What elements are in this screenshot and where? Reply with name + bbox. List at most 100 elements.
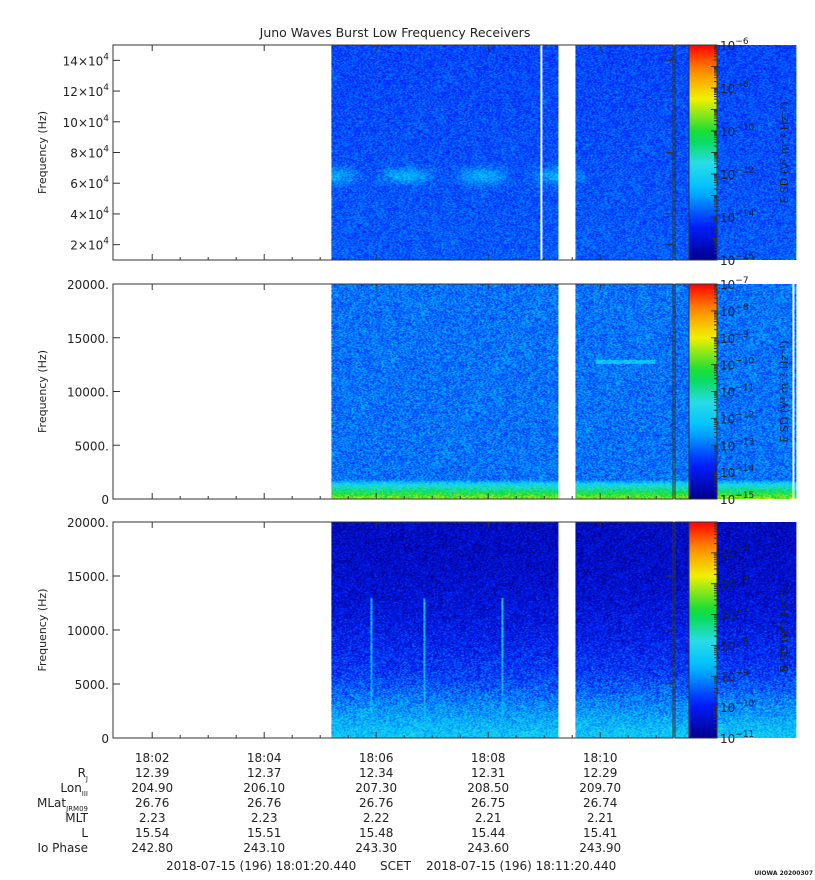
y-tick-label: 10×104 [63,114,110,130]
y-tick-label: 2×104 [70,237,109,253]
colorbar-tick-label: 10−11 [720,384,754,400]
colorbar-tick-label: 10−8 [720,303,749,319]
ephemeris-value: 243.10 [243,841,285,855]
colorbar-tick-label: 10−5 [720,545,749,561]
ephemeris-row-label: MLT [65,811,88,825]
ephemeris-value: 15.54 [135,826,169,840]
colorbar-tick-label: 10−9 [720,668,749,684]
colorbar-tick-label: 10−13 [720,437,754,453]
time-axis: 18:02 18:04 18:06 18:08 18:10 [135,751,618,765]
ephemeris-row-label: RJ [78,766,88,783]
y-tick-label: 0 [101,732,109,746]
y-tick-label: 15000. [67,570,109,584]
panels: 2×104 4×104 6×104 8×104 10×104 12×104 14×104 Fr… [36,37,797,746]
time-tick-label: 18:06 [359,751,394,765]
y-tick-label: 14×104 [63,52,110,68]
ephemeris-value: 2.23 [251,811,278,825]
y-tick-label: 20000. [67,516,109,530]
ephemeris-value: 15.51 [247,826,281,840]
y-tick-label: 15000. [67,332,109,346]
colorbar-tick-label: 10−10 [720,357,755,373]
colorbar-frame [674,521,690,739]
colorbar-tick-label: 10−15 [720,491,754,507]
y-axis-label: Frequency (Hz) [36,589,49,672]
time-tick-label: 18:04 [247,751,282,765]
ephemeris-value: 2.21 [475,811,502,825]
ephemeris-value: 207.30 [355,781,397,795]
colorbar-tick-label: 10−6 [720,576,749,592]
ephemeris-value: 209.70 [579,781,621,795]
ephemeris-value: 12.37 [247,766,281,780]
colorbar-tick-label: 10−7 [720,276,749,292]
colorbar-tick-label: 10−12 [720,410,754,426]
footer-end-time: 2018-07-15 (196) 18:11:20.440 [426,859,616,873]
y-tick-label: 10000. [67,624,109,638]
ephemeris-value: 12.39 [135,766,169,780]
footer-start-time: 2018-07-15 (196) 18:01:20.440 [166,859,356,873]
ephemeris-row-label: L [81,826,88,840]
colorbar-scale [688,521,718,739]
colorbar-tick-label: 10−9 [720,330,749,346]
colorbar-tick-label: 10−16 [720,252,755,268]
ephemeris-value: 12.29 [583,766,617,780]
colorbar-tick-label: 10−7 [720,607,749,623]
y-axis-label: Frequency (Hz) [36,350,49,433]
colorbar-label: E SD (V² m⁻² Hz⁻¹) [778,101,791,203]
y-tick-label: 0 [101,493,109,507]
colorbar-tick-label: 10−12 [720,166,754,182]
ephemeris-value: 26.76 [359,796,393,810]
ephemeris-row-label: LonIII [60,781,88,798]
ephemeris-value: 12.34 [359,766,393,780]
colorbar-tick-label: 10−10 [720,699,755,715]
footer-scet-label: SCET [380,859,412,873]
spectrogram-image [331,284,797,499]
ephemeris-value: 26.74 [583,796,617,810]
colorbar: 10−7 10−8 10−9 10−10 10−11 10−12 10−13 10−14 10−… [674,276,791,507]
figure-title: Juno Waves Burst Low Frequency Receivers [259,25,531,40]
panel-b-lfr: 0 5000. 10000. 15000. 20000. Frequency (Hz) 10… [36,516,797,746]
panel-e-lfr: 0 5000. 10000. 15000. 20000. Frequency (Hz) 10… [36,276,797,507]
ephemeris-value: 243.30 [355,841,397,855]
ephemeris-value: 15.41 [583,826,617,840]
y-tick-label: 20000. [67,278,109,292]
ephemeris-value: 242.80 [131,841,173,855]
y-tick-label: 6×104 [70,175,109,191]
colorbar-frame [674,44,690,261]
y-tick-label: 5000. [75,439,109,453]
spectrogram-image [331,45,797,260]
ephemeris-value: 204.90 [131,781,173,795]
ephemeris-value: 2.21 [587,811,614,825]
y-tick-label: 10000. [67,386,109,400]
spectrogram-image [331,522,797,738]
ephemeris-value: 26.76 [247,796,281,810]
time-tick-label: 18:10 [583,751,618,765]
ephemeris-value: 15.44 [471,826,505,840]
y-tick-label: 5000. [75,678,109,692]
colorbar-tick-label: 10−14 [720,209,755,225]
y-tick-label: 8×104 [70,145,109,161]
colorbar-tick-label: 10−6 [720,37,749,53]
time-tick-label: 18:02 [135,751,170,765]
colorbar-tick-label: 10−11 [720,730,754,746]
colorbar: 10−5 10−6 10−7 10−8 10−9 10−10 10−11 B SD (nT² … [674,521,791,746]
y-tick-label: 4×104 [70,206,109,222]
ephemeris-value: 2.23 [139,811,166,825]
ephemeris-value: 15.48 [359,826,393,840]
ephemeris-value: 208.50 [467,781,509,795]
y-axis-label: Frequency (Hz) [36,111,49,194]
colorbar: 10−6 10−8 10−10 10−12 10−14 10−16 E SD (V² m⁻²… [674,37,791,268]
colorbar-label: E SD (V² m⁻² Hz⁻¹) [778,340,791,442]
colorbar-tick-label: 10−14 [720,464,755,480]
colorbar-tick-label: 10−10 [720,123,755,139]
colorbar-tick-label: 10−8 [720,80,749,96]
panel-e-hfr: 2×104 4×104 6×104 8×104 10×104 12×104 14×104 Fr… [36,37,797,268]
ephemeris-row-label: MLatJRM09 [37,796,88,813]
ephemeris-row-label: Io Phase [37,841,88,855]
ephemeris-value: 12.31 [471,766,505,780]
colorbar-frame [674,283,690,500]
ephemeris-table: RJ 12.39 12.37 12.34 12.31 12.29 LonIII 204.90 2… [37,766,621,855]
ephemeris-value: 243.60 [467,841,509,855]
ephemeris-value: 2.22 [363,811,390,825]
y-tick-label: 12×104 [63,83,110,99]
